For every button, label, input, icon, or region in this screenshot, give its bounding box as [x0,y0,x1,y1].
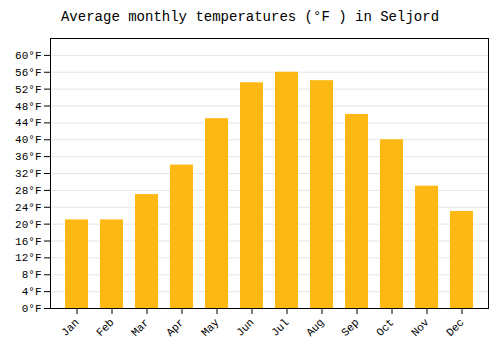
svg-text:40°F: 40°F [15,134,41,146]
svg-text:56°F: 56°F [15,67,41,79]
svg-text:36°F: 36°F [15,151,41,163]
svg-text:8°F: 8°F [22,269,42,281]
svg-text:28°F: 28°F [15,185,41,197]
svg-text:Feb: Feb [94,316,116,338]
svg-text:52°F: 52°F [15,84,41,96]
svg-text:44°F: 44°F [15,117,41,129]
svg-text:Nov: Nov [409,316,432,339]
svg-text:16°F: 16°F [15,236,41,248]
svg-text:Dec: Dec [444,316,466,338]
svg-text:4°F: 4°F [22,286,42,298]
svg-text:Jul: Jul [269,316,291,338]
svg-text:24°F: 24°F [15,202,41,214]
svg-text:60°F: 60°F [15,50,41,62]
svg-text:Oct: Oct [374,316,396,338]
svg-text:12°F: 12°F [15,252,41,264]
svg-text:Apr: Apr [164,316,186,338]
html-text:Average monthly temperatures (: Average monthly temperatures (°F ) in Se… [61,9,439,25]
svg-text:Sep: Sep [339,316,361,338]
svg-text:May: May [199,316,222,339]
svg-text:48°F: 48°F [15,101,41,113]
svg-text:0°F: 0°F [22,303,42,315]
svg-text:32°F: 32°F [15,168,41,180]
svg-text:Jan: Jan [59,316,81,338]
svg-text:Aug: Aug [304,316,326,338]
svg-text:20°F: 20°F [15,219,41,231]
svg-text:Mar: Mar [129,316,151,338]
svg-text:Jun: Jun [234,316,256,338]
